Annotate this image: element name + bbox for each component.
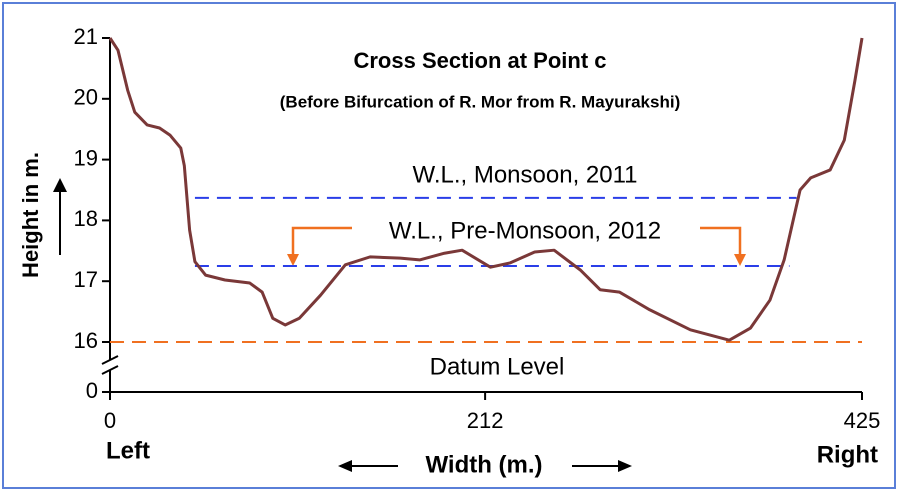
x-tick-label: 425: [844, 408, 881, 433]
series-label: Datum Level: [430, 353, 565, 380]
y-axis-label: Height in m.: [18, 152, 43, 278]
series-label: W.L., Pre-Monsoon, 2012: [389, 217, 661, 244]
y-tick-label: 0: [86, 378, 98, 403]
series-label: W.L., Monsoon, 2011: [412, 161, 637, 188]
y-label-arrow: [53, 178, 67, 255]
axis-break-gap: [102, 360, 118, 370]
y-tick-label: 16: [74, 328, 98, 353]
pointer-arrows: [287, 226, 746, 266]
axis-break: [101, 365, 119, 375]
axis-break: [101, 355, 119, 365]
chart-title: Cross Section at Point c: [353, 48, 606, 73]
y-tick-label: 18: [74, 206, 98, 231]
x-label-arrows: [338, 460, 632, 472]
right-label: Right: [817, 441, 878, 468]
y-tick-label: 20: [74, 85, 98, 110]
y-tick-label: 21: [74, 24, 98, 49]
y-tick-label: 19: [74, 145, 98, 170]
chart-subtitle: (Before Bifurcation of R. Mor from R. Ma…: [280, 92, 680, 111]
profile-line: [108, 37, 864, 342]
x-axis-label: Width (m.): [425, 451, 542, 478]
x-tick-label: 212: [467, 408, 504, 433]
y-tick-label: 17: [74, 267, 98, 292]
left-label: Left: [106, 437, 150, 464]
x-tick-label: 0: [104, 408, 116, 433]
